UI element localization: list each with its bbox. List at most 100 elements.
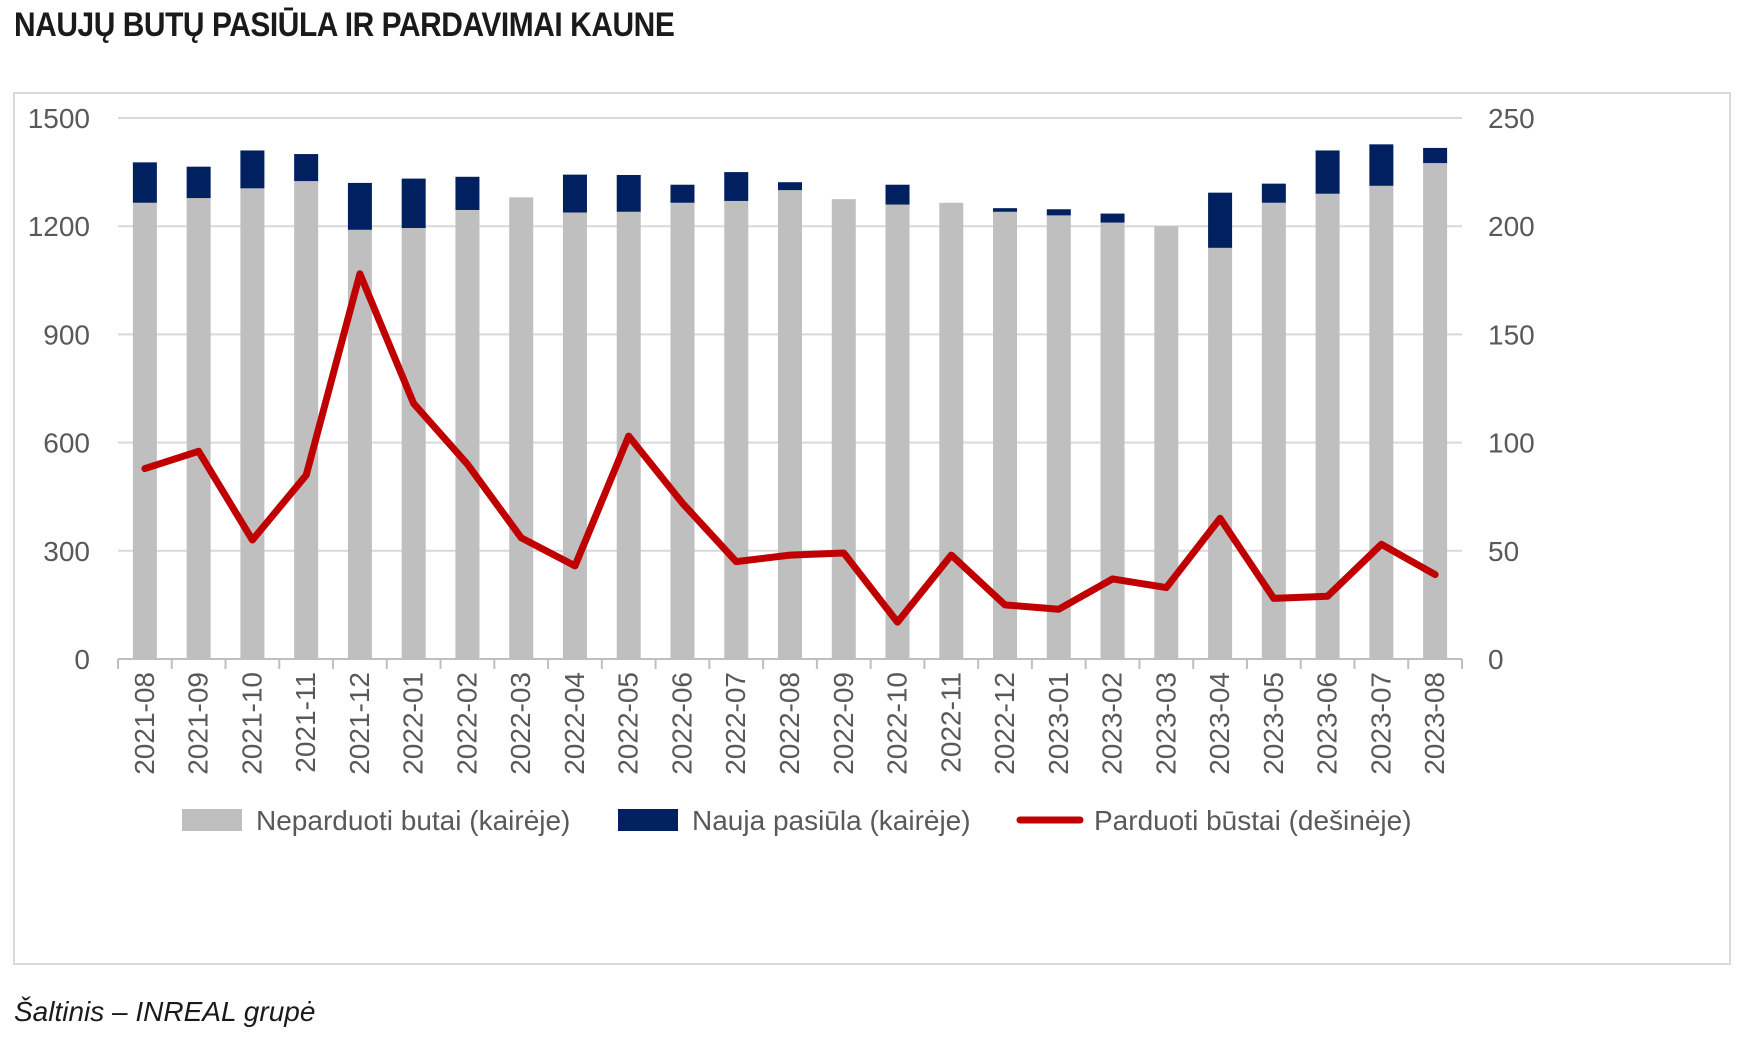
legend: Neparduoti butai (kairėje) Nauja pasiūla …: [182, 805, 1412, 836]
legend-new-supply-swatch: [618, 809, 678, 831]
x-tick-label: 2021-11: [290, 672, 321, 773]
legend-sold-label: Parduoti būstai (dešinėje): [1094, 805, 1412, 836]
x-tick-label: 2021-09: [183, 672, 214, 775]
bar-new-supply: [1315, 150, 1340, 194]
x-tick-label: 2023-06: [1312, 672, 1343, 775]
x-tick-label: 2022-02: [451, 672, 482, 775]
x-tick-label: 2022-10: [882, 672, 913, 775]
y-left-tick-label: 300: [43, 536, 90, 567]
bar-unsold: [778, 190, 802, 659]
sold-point: [465, 462, 470, 467]
chart-title: NAUJŲ BUTŲ PASIŪLA IR PARDAVIMAI KAUNE: [14, 6, 675, 44]
bar-unsold: [724, 200, 749, 659]
x-tick-label: 2021-12: [344, 672, 375, 775]
bar-new-supply: [993, 208, 1018, 212]
bar-unsold: [1046, 215, 1071, 659]
bar-unsold: [831, 199, 856, 659]
y-left-tick-label: 900: [43, 319, 90, 350]
x-tick-label: 2023-04: [1204, 672, 1235, 775]
bar-new-supply: [1046, 209, 1071, 216]
sold-point: [788, 553, 792, 558]
source-note: Šaltinis – INREAL grupė: [14, 996, 316, 1027]
x-tick-label: 2023-01: [1043, 672, 1074, 775]
x-tick-label: 2022-05: [613, 672, 644, 775]
bar-unsold: [294, 181, 319, 659]
x-tick-label: 2022-09: [828, 672, 859, 775]
sold-point: [1271, 596, 1276, 601]
sold-point: [357, 271, 362, 276]
bar-new-supply: [1208, 192, 1233, 248]
chart-frame: [13, 92, 1731, 965]
bar-unsold: [993, 211, 1018, 660]
y-left-tick-label: 1200: [28, 211, 90, 242]
sold-point: [949, 553, 954, 558]
bar-new-supply: [1423, 147, 1448, 164]
legend-unsold-swatch: [182, 809, 242, 831]
y-right-tick-label: 250: [1488, 103, 1535, 134]
y-left-tick-label: 1500: [28, 103, 90, 134]
sold-point: [1003, 602, 1008, 607]
sold-line-layer: [141, 270, 1439, 626]
sold-point: [1218, 516, 1223, 521]
bar-new-supply: [562, 174, 587, 213]
bar-unsold: [939, 202, 964, 660]
x-tick-label: 2022-01: [398, 672, 429, 775]
sold-point: [250, 537, 255, 542]
bar-unsold: [885, 204, 910, 659]
sold-point: [895, 620, 900, 625]
bar-unsold: [455, 209, 480, 659]
axis-labels: 0 300 600 900 1200 1500 0 50 100 150 200 250 2021-08…: [28, 103, 1535, 775]
bar-unsold: [1423, 163, 1448, 660]
legend-new-supply-label: Nauja pasiūla (kairėje): [692, 805, 971, 836]
x-tick-label: 2023-07: [1365, 672, 1396, 775]
bar-unsold: [562, 212, 587, 659]
bar-new-supply: [670, 184, 695, 203]
sold-point: [1056, 607, 1061, 612]
y-left-tick-label: 0: [74, 644, 90, 675]
sold-point: [734, 559, 739, 564]
y-right-tick-label: 0: [1488, 644, 1504, 675]
x-tick-label: 2021-08: [129, 672, 160, 775]
x-tick-label: 2022-07: [720, 672, 751, 775]
sold-point: [1433, 572, 1438, 577]
x-tick-label: 2022-08: [774, 672, 805, 775]
sold-point: [196, 449, 201, 454]
axes: [117, 658, 1463, 669]
bar-new-supply: [885, 184, 910, 205]
sold-point: [519, 535, 524, 540]
sold-point: [680, 501, 685, 506]
sold-point: [304, 473, 309, 478]
sold-point: [1110, 576, 1115, 581]
bar-new-supply: [347, 182, 372, 230]
sold-point: [572, 563, 577, 568]
x-tick-label: 2021-10: [236, 672, 267, 775]
bar-new-supply: [724, 172, 749, 201]
bar-unsold: [1369, 185, 1394, 659]
sold-point: [142, 466, 147, 471]
bar-new-supply: [1369, 144, 1394, 186]
bar-new-supply: [778, 182, 802, 191]
y-right-tick-label: 150: [1488, 319, 1535, 350]
sold-point: [626, 434, 631, 439]
bar-unsold: [670, 202, 695, 660]
sold-point: [841, 550, 846, 555]
bar-new-supply: [1261, 183, 1286, 203]
bar-new-supply: [186, 166, 211, 199]
x-tick-label: 2022-04: [559, 672, 590, 775]
bar-unsold: [186, 198, 211, 659]
legend-unsold-label: Neparduoti butai (kairėje): [256, 805, 570, 836]
y-right-tick-label: 50: [1488, 536, 1519, 567]
y-left-tick-label: 600: [43, 428, 90, 459]
x-tick-label: 2023-05: [1258, 672, 1289, 775]
bar-unsold: [1100, 222, 1125, 660]
bar-unsold: [240, 188, 265, 659]
y-right-tick-label: 200: [1488, 211, 1535, 242]
bar-new-supply: [1100, 213, 1125, 223]
x-tick-label: 2023-03: [1150, 672, 1181, 775]
x-tick-label: 2022-03: [505, 672, 536, 775]
sold-point: [1379, 542, 1384, 547]
bar-new-supply: [240, 150, 265, 189]
sold-point: [411, 401, 416, 406]
sold-point: [1164, 585, 1169, 590]
